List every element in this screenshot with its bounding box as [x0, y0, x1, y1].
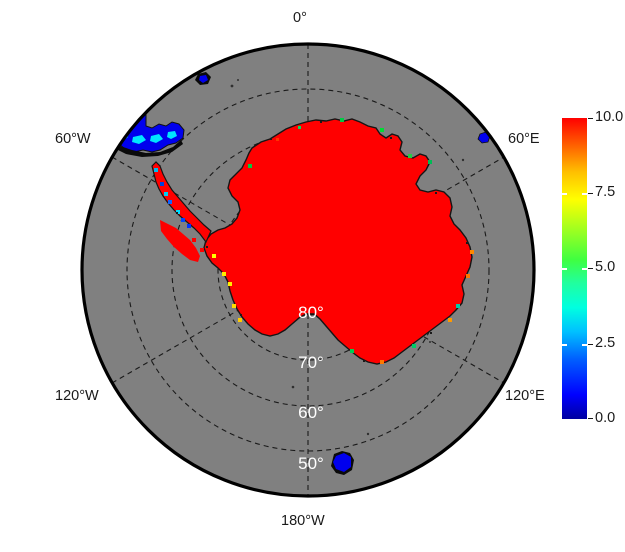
colorbar-tick-5.0 — [588, 268, 593, 269]
lat-label-50: 50° — [298, 454, 324, 473]
longitude-label-120w: 120°W — [55, 388, 99, 404]
colorbar-label-10: 10.0 — [595, 109, 624, 125]
globe-outline — [80, 42, 536, 498]
colorbar-tick-white-right-7.5 — [582, 193, 587, 195]
lat-label-80: 80° — [298, 303, 324, 322]
colorbar-tick-7.5 — [588, 193, 593, 194]
region-coastal-fringe-mixed — [154, 118, 474, 364]
colorbar-tick-white-7.5 — [562, 193, 567, 195]
longitude-label-60w: 60°W — [55, 131, 91, 147]
longitude-label-60e: 60°E — [508, 131, 540, 147]
longitude-label-120e: 120°E — [505, 388, 545, 404]
latitude-labels: 80° 70° 60° 50° — [298, 303, 324, 473]
colorbar-tick-0.0 — [588, 418, 593, 419]
colorbar-tick-white-right-2.5 — [582, 344, 587, 346]
colorbar-tick-10 — [588, 118, 593, 119]
colorbar[interactable]: 10.0 7.5 5.0 2.5 0.0 — [562, 110, 625, 425]
region-antarctica-mainland[interactable] — [151, 118, 473, 365]
region-falkland-islands[interactable] — [195, 72, 211, 85]
coastline-speckle — [176, 121, 468, 362]
region-new-zealand-south[interactable] — [331, 451, 354, 475]
colorbar-tick-white-5.0 — [562, 268, 567, 270]
map-panel[interactable]: 80° 70° 60° 50° — [80, 42, 536, 498]
lat-label-70: 70° — [298, 353, 324, 372]
polar-map-svg[interactable]: 80° 70° 60° 50° — [80, 42, 536, 498]
colorbar-label-2.5: 2.5 — [595, 335, 616, 351]
lat-label-60: 60° — [298, 403, 324, 422]
colorbar-tick-2.5 — [588, 344, 593, 345]
longitude-label-180w: 180°W — [281, 513, 325, 529]
colorbar-label-0.0: 0.0 — [595, 410, 616, 426]
colorbar-tick-white-right-5.0 — [582, 268, 587, 270]
colorbar-tick-white-2.5 — [562, 344, 567, 346]
longitude-label-0: 0° — [293, 10, 307, 26]
colorbar-label-7.5: 7.5 — [595, 184, 616, 200]
colorbar-label-5.0: 5.0 — [595, 259, 616, 275]
